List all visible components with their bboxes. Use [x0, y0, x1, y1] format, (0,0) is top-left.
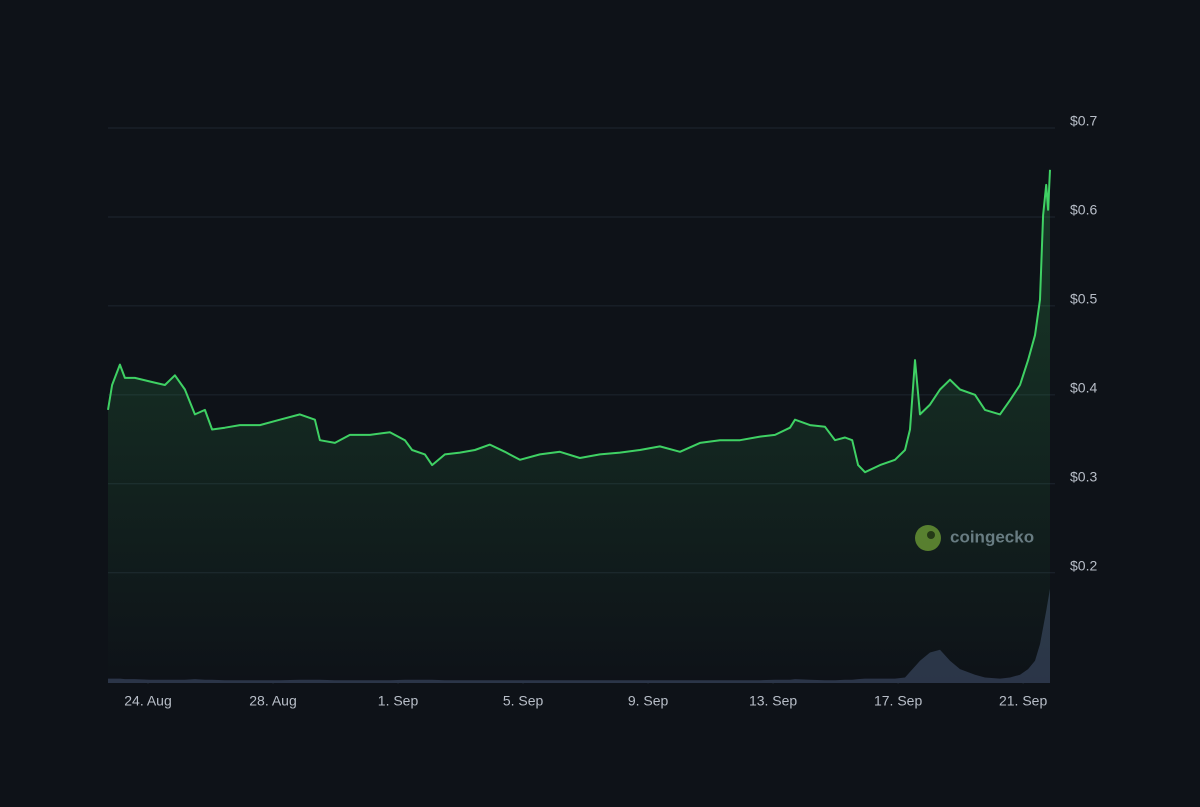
x-tick-label: 5. Sep — [503, 693, 544, 709]
y-tick-label: $0.3 — [1070, 468, 1097, 484]
price-area — [108, 169, 1050, 684]
x-tick-label: 21. Sep — [999, 693, 1047, 709]
y-tick-label: $0.7 — [1070, 113, 1097, 129]
y-tick-label: $0.6 — [1070, 202, 1097, 218]
price-line — [107, 169, 1051, 474]
y-tick-label: $0.2 — [1070, 557, 1097, 573]
x-tick-label: 17. Sep — [874, 693, 922, 709]
x-tick-label: 24. Aug — [124, 693, 172, 709]
x-tick-label: 28. Aug — [249, 693, 297, 709]
x-tick-label: 13. Sep — [749, 693, 797, 709]
x-tick-label: 1. Sep — [378, 693, 419, 709]
x-tick-label: 9. Sep — [628, 693, 669, 709]
y-tick-label: $0.5 — [1070, 291, 1097, 307]
y-tick-label: $0.4 — [1070, 380, 1097, 396]
